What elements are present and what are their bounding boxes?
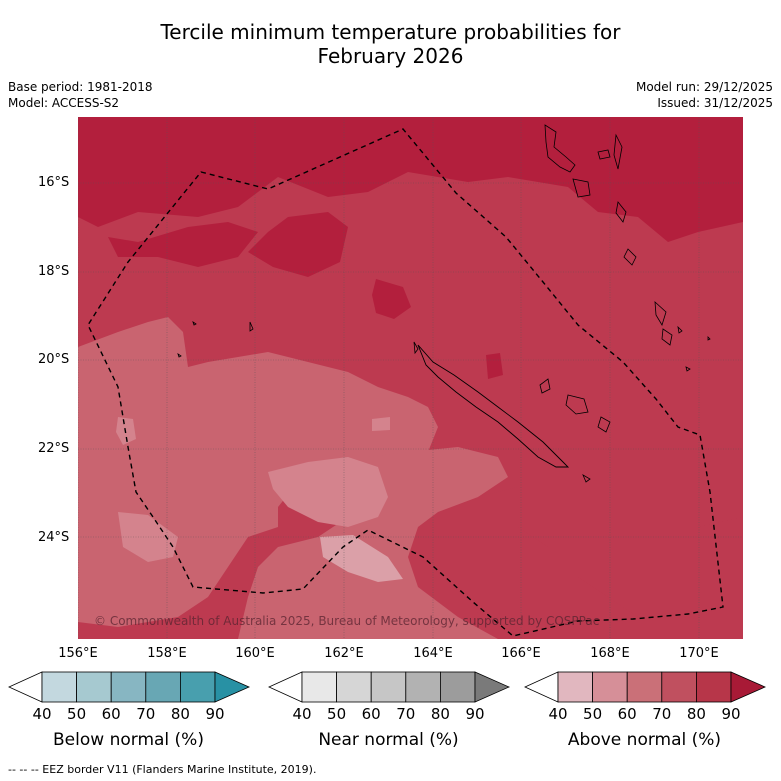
legend-tick: 40 bbox=[548, 705, 568, 723]
legend-tick: 50 bbox=[67, 705, 87, 723]
lon-label: 168°E bbox=[590, 646, 630, 661]
legend-tick: 70 bbox=[652, 705, 672, 723]
field-50-60-a bbox=[268, 457, 388, 527]
field-60-70-south bbox=[238, 447, 508, 639]
legend-swatch bbox=[592, 671, 628, 703]
field-50-60-e bbox=[372, 417, 390, 431]
legend-swatch bbox=[145, 671, 181, 703]
probability-map bbox=[78, 117, 743, 639]
new-caledonia-coast bbox=[417, 344, 570, 468]
issued-date: Issued: 31/12/2025 bbox=[657, 96, 773, 110]
eez-footnote: -- -- -- EEZ border V11 (Flanders Marine… bbox=[8, 763, 317, 776]
lon-label: 158°E bbox=[147, 646, 187, 661]
lon-label: 156°E bbox=[58, 646, 98, 661]
field-70-80-east bbox=[478, 462, 743, 617]
legend-swatch bbox=[439, 671, 476, 703]
legend-near-colorbar bbox=[268, 671, 510, 703]
legend-swatch-under bbox=[8, 671, 43, 703]
legend-tick: 50 bbox=[327, 705, 347, 723]
eez-border bbox=[87, 128, 724, 637]
base-period: Base period: 1981-2018 bbox=[8, 80, 153, 94]
legend-above-label: Above normal (%) bbox=[567, 730, 722, 750]
legend-tick: 40 bbox=[32, 705, 52, 723]
legend-tick: 80 bbox=[686, 705, 706, 723]
legend-swatch-under bbox=[268, 671, 303, 703]
legend-tick: 90 bbox=[465, 705, 485, 723]
legend-below-colorbar bbox=[8, 671, 250, 703]
legend-swatch bbox=[41, 671, 77, 703]
model-name: Model: ACCESS-S2 bbox=[8, 96, 120, 110]
lon-label: 164°E bbox=[413, 646, 453, 661]
legend-tick: 80 bbox=[430, 705, 450, 723]
legend-tick: 70 bbox=[136, 705, 156, 723]
vanuatu-coast bbox=[544, 124, 576, 173]
legend-near-label: Near normal (%) bbox=[318, 730, 459, 750]
legend-swatch bbox=[110, 671, 147, 703]
legend-swatch bbox=[405, 671, 441, 703]
field-80-90-patch-d bbox=[486, 353, 503, 379]
lat-label: 24°S bbox=[38, 530, 70, 545]
legend-tick: 40 bbox=[292, 705, 312, 723]
legend-tick: 60 bbox=[361, 705, 381, 723]
model-run: Model run: 29/12/2025 bbox=[635, 80, 773, 94]
legend-tick: 80 bbox=[170, 705, 190, 723]
legend-tick: 50 bbox=[583, 705, 603, 723]
legend-below-label: Below normal (%) bbox=[53, 730, 204, 750]
field-80-90-patch-b bbox=[248, 212, 348, 277]
legend-swatch-over bbox=[474, 671, 510, 703]
lat-label: 16°S bbox=[38, 175, 70, 190]
chart-title-line1: Tercile minimum temperature probabilitie… bbox=[160, 20, 621, 44]
legend-tick: 90 bbox=[205, 705, 225, 723]
legend-swatch bbox=[336, 671, 372, 703]
legend-tick: 60 bbox=[617, 705, 637, 723]
legend-swatch bbox=[695, 671, 732, 703]
legend-swatch bbox=[557, 671, 593, 703]
legend-swatch bbox=[76, 671, 112, 703]
legend-swatch bbox=[661, 671, 697, 703]
legend-tick: 90 bbox=[721, 705, 741, 723]
legend-swatch-over bbox=[730, 671, 766, 703]
legend-swatch-under bbox=[524, 671, 559, 703]
chart-title-line2: February 2026 bbox=[317, 44, 464, 68]
field-80-90-patch-c bbox=[372, 279, 411, 319]
lon-label: 160°E bbox=[235, 646, 275, 661]
legend-tick: 70 bbox=[396, 705, 416, 723]
lon-label: 170°E bbox=[679, 646, 719, 661]
legend-above-colorbar bbox=[524, 671, 766, 703]
lon-label: 162°E bbox=[324, 646, 364, 661]
legend-swatch bbox=[301, 671, 337, 703]
field-80-90-north bbox=[78, 117, 743, 242]
legend-tick: 60 bbox=[101, 705, 121, 723]
lon-label: 166°E bbox=[501, 646, 541, 661]
legend-swatch bbox=[179, 671, 216, 703]
legend-swatch bbox=[626, 671, 663, 703]
lat-label: 18°S bbox=[38, 264, 70, 279]
copyright-text: © Commonwealth of Australia 2025, Bureau… bbox=[94, 614, 600, 628]
legend-swatch bbox=[370, 671, 407, 703]
lat-label: 20°S bbox=[38, 352, 70, 367]
legend-swatch-over bbox=[214, 671, 250, 703]
lat-label: 22°S bbox=[38, 441, 70, 456]
field-50-60-d bbox=[320, 535, 403, 582]
field-80-90-patch-a bbox=[108, 222, 258, 267]
